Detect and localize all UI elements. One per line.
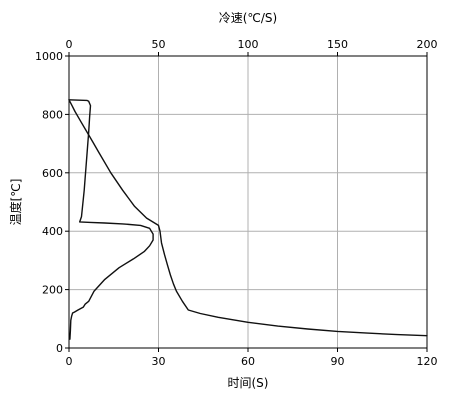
series-lines — [68, 99, 428, 340]
y-tick-label: 600 — [42, 167, 63, 180]
temperature-time-curve — [68, 99, 428, 337]
y-tick-label: 400 — [42, 225, 63, 238]
x-axis-label: 时间(S) — [228, 376, 269, 390]
x2-axis-label: 冷速(℃/S) — [219, 11, 278, 25]
y-tick-label: 200 — [42, 284, 63, 297]
x2-tick-label: 50 — [152, 38, 166, 51]
y-tick-label: 1000 — [35, 50, 63, 63]
x-tick-label: 120 — [417, 355, 438, 368]
x2-tick-label: 0 — [66, 38, 73, 51]
tick-marks — [65, 52, 428, 352]
x2-tick-label: 100 — [238, 38, 259, 51]
y-axis-label: 温度[℃] — [8, 179, 23, 226]
x-tick-label: 30 — [152, 355, 166, 368]
x2-tick-label: 150 — [327, 38, 348, 51]
y-tick-label: 800 — [42, 108, 63, 121]
x-tick-label: 90 — [331, 355, 345, 368]
x-tick-label: 60 — [241, 355, 255, 368]
cooling-rate-curve — [68, 99, 154, 340]
x2-tick-label: 200 — [417, 38, 438, 51]
y-tick-label: 0 — [56, 342, 63, 355]
grid — [69, 56, 427, 348]
x-tick-label: 0 — [66, 355, 73, 368]
